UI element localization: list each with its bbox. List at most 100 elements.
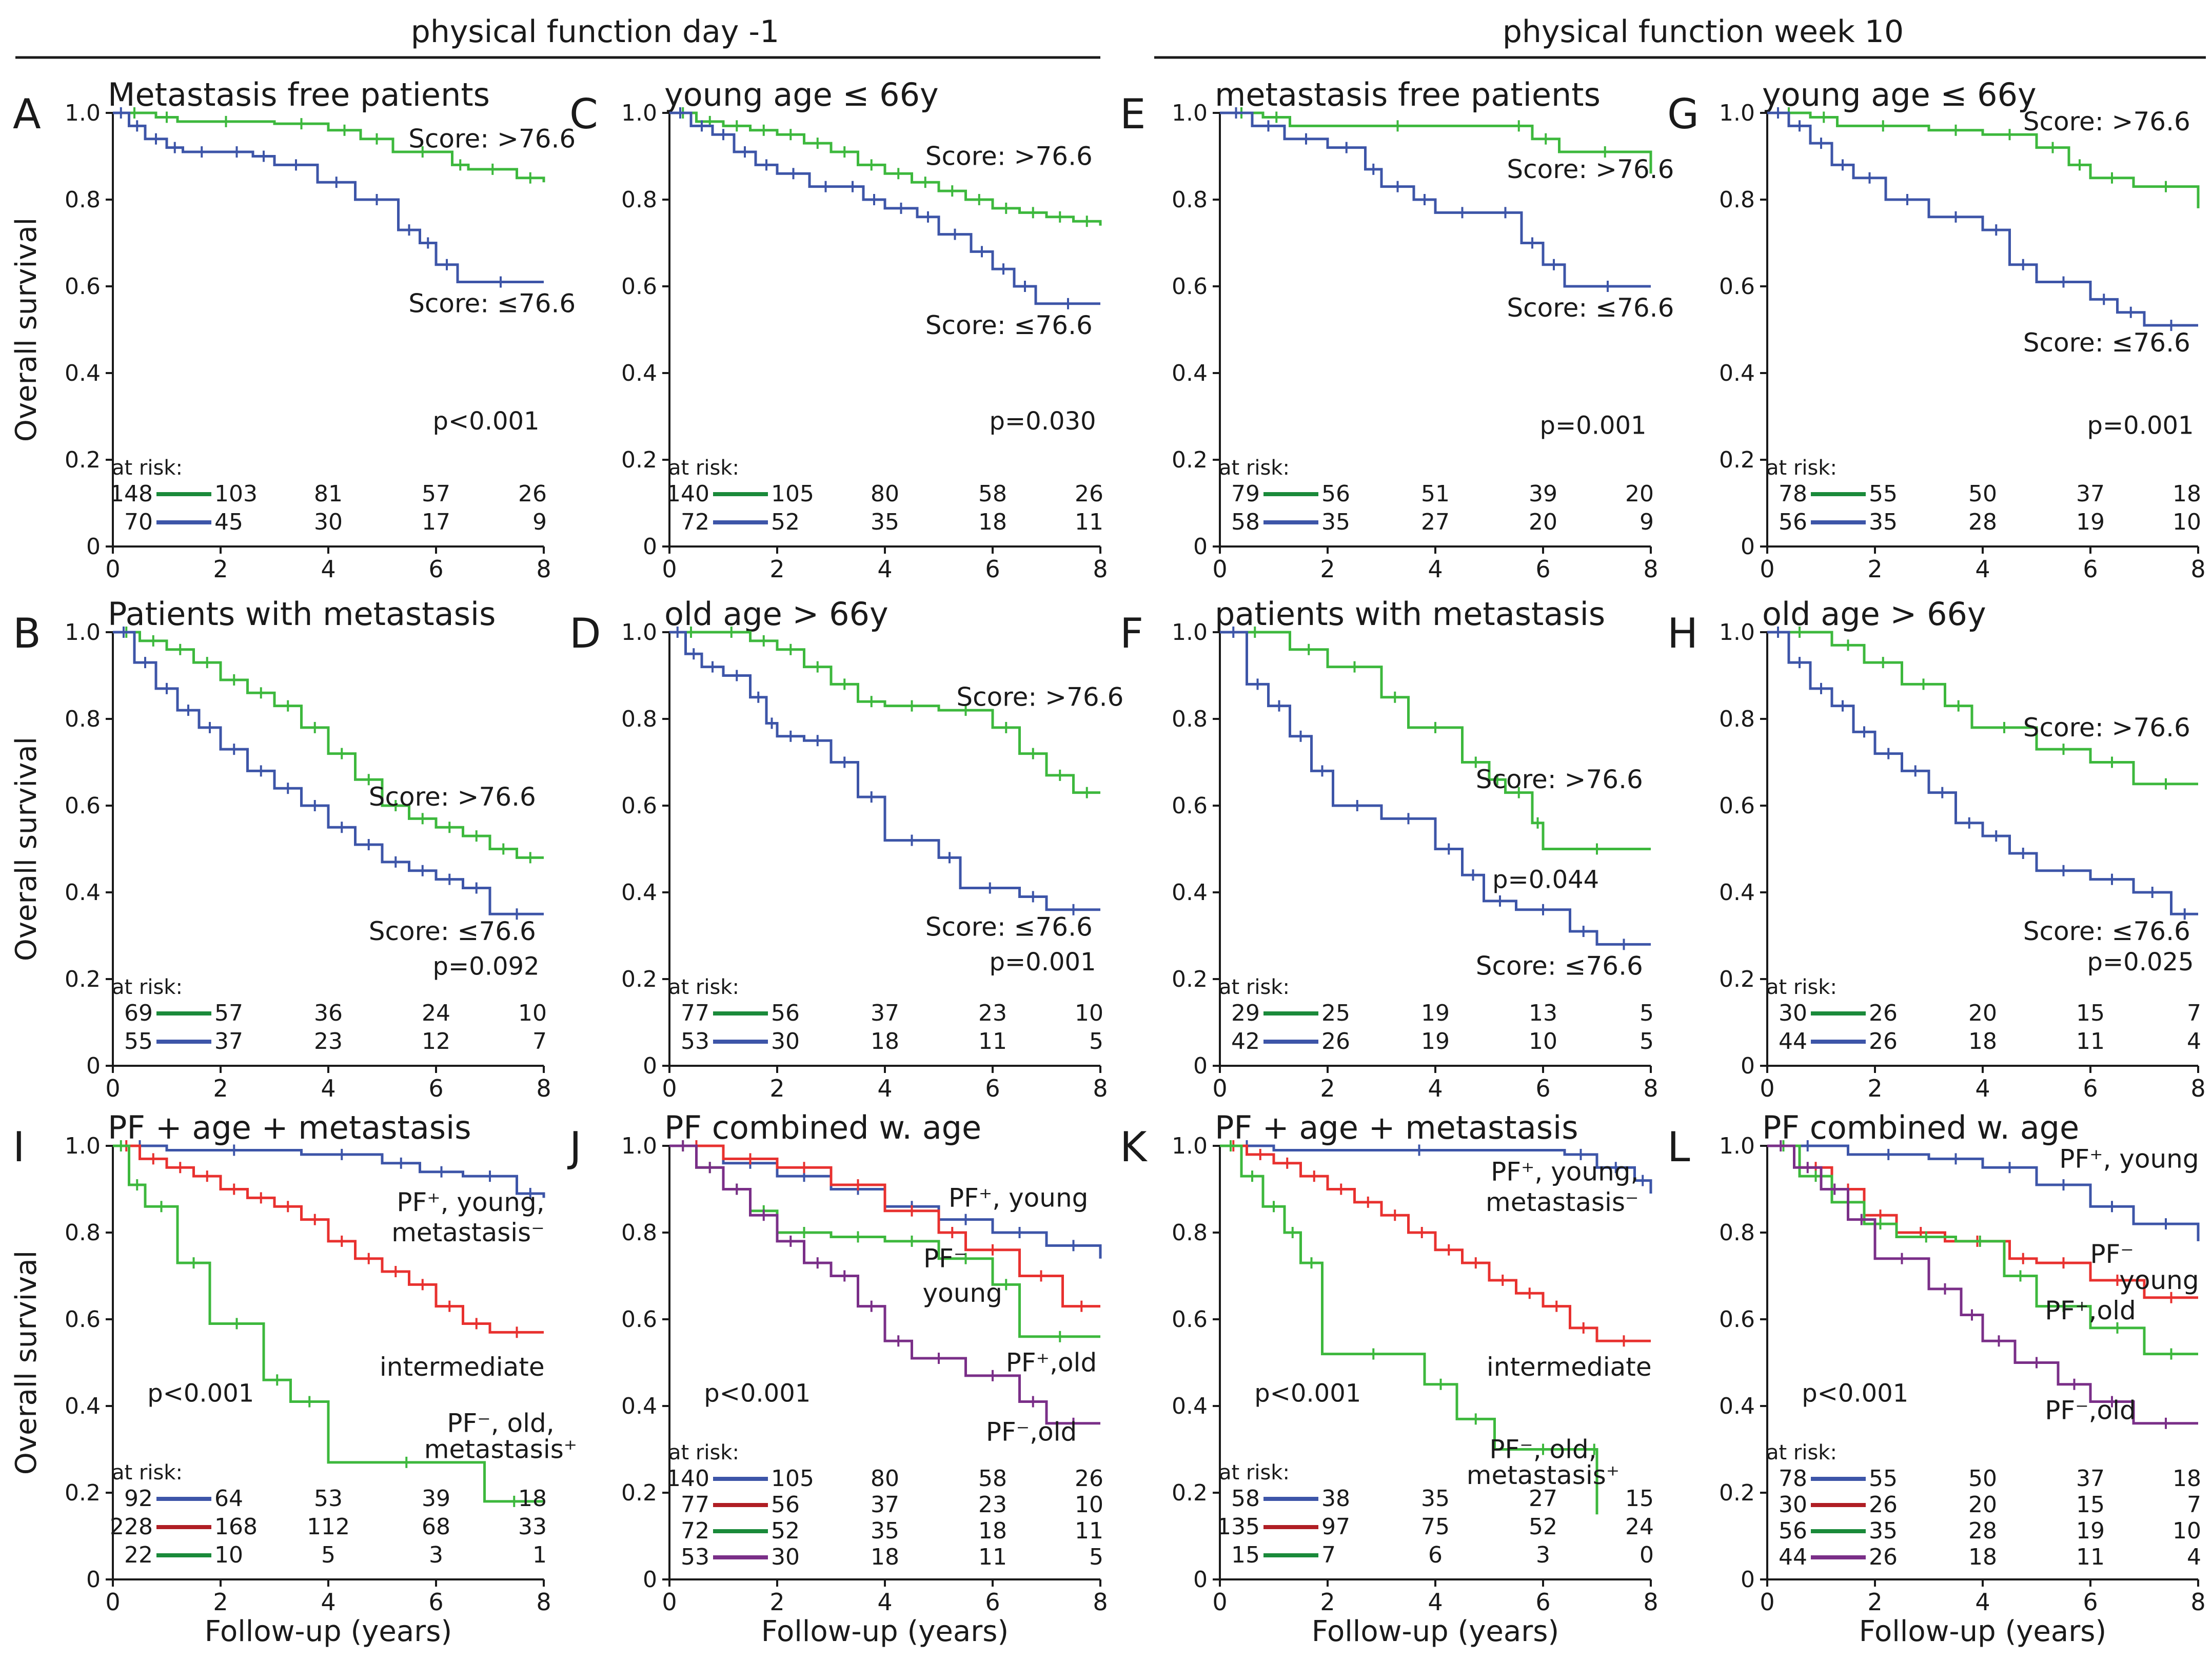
y-tick-label: 1.0 bbox=[1719, 1133, 1755, 1159]
y-tick-label: 0.8 bbox=[65, 1220, 101, 1246]
at-risk-count: 3 bbox=[1536, 1542, 1550, 1568]
panel-title: metastasis free patients bbox=[1215, 76, 1601, 113]
at-risk-count: 18 bbox=[518, 1486, 547, 1512]
y-tick-label: 0 bbox=[1741, 1053, 1755, 1079]
curve-label: PF⁻, old, bbox=[1489, 1434, 1596, 1464]
x-tick-label: 8 bbox=[536, 555, 551, 583]
curve-label: intermediate bbox=[380, 1352, 545, 1382]
curve-label: PF⁻,old bbox=[2045, 1395, 2136, 1425]
at-risk-label: at risk: bbox=[112, 975, 183, 999]
curve-label: Score: ≤76.6 bbox=[925, 912, 1093, 942]
curve-label: PF⁻,old bbox=[986, 1417, 1077, 1447]
at-risk-count: 7 bbox=[1321, 1542, 1336, 1568]
at-risk-count: 10 bbox=[214, 1542, 243, 1568]
y-axis-label: Overall survival bbox=[10, 737, 43, 961]
at-risk-count: 52 bbox=[771, 509, 800, 535]
at-risk-count: 18 bbox=[1968, 1544, 1997, 1570]
at-risk-count: 56 bbox=[771, 1492, 800, 1518]
curve-label: Score: ≤76.6 bbox=[925, 310, 1093, 340]
at-risk-label: at risk: bbox=[1219, 1461, 1290, 1485]
curve-label: Score: >76.6 bbox=[956, 682, 1123, 712]
y-tick-label: 1.0 bbox=[621, 619, 657, 646]
y-tick-label: 0.4 bbox=[621, 880, 657, 906]
panel-letter: H bbox=[1667, 610, 1698, 657]
panel-title: PF + age + metastasis bbox=[1215, 1109, 1578, 1146]
curve-label: PF⁺,old bbox=[1006, 1347, 1097, 1377]
curve-label: Score: ≤76.6 bbox=[408, 289, 576, 319]
y-tick-label: 0.6 bbox=[1719, 793, 1755, 819]
y-tick-label: 0.6 bbox=[65, 274, 101, 300]
y-tick-label: 0.4 bbox=[1719, 880, 1755, 906]
x-tick-label: 4 bbox=[877, 1075, 892, 1102]
at-risk-count: 26 bbox=[1321, 1028, 1350, 1054]
at-risk-count: 24 bbox=[422, 1000, 450, 1026]
y-tick-label: 0.2 bbox=[65, 966, 101, 992]
curve-label: young bbox=[923, 1278, 1002, 1308]
km-curve-green bbox=[669, 631, 1100, 794]
p-value: p=0.044 bbox=[1492, 866, 1599, 894]
at-risk-count: 37 bbox=[2076, 481, 2105, 507]
x-tick-label: 2 bbox=[769, 1588, 784, 1616]
at-risk-count: 18 bbox=[871, 1544, 899, 1570]
at-risk-count: 29 bbox=[1231, 1000, 1260, 1026]
at-risk-count: 23 bbox=[978, 1000, 1007, 1026]
curve-label: PF⁺, young bbox=[949, 1183, 1088, 1213]
p-value: p<0.001 bbox=[147, 1379, 254, 1408]
x-tick-label: 0 bbox=[1760, 1588, 1774, 1616]
y-tick-label: 1.0 bbox=[1172, 1133, 1208, 1159]
y-tick-label: 0.8 bbox=[65, 187, 101, 213]
at-risk-count: 20 bbox=[1625, 481, 1654, 507]
panel-title: old age > 66y bbox=[664, 595, 888, 633]
y-tick-label: 0.4 bbox=[65, 1393, 101, 1419]
y-tick-label: 0.2 bbox=[65, 447, 101, 473]
at-risk-count: 64 bbox=[214, 1486, 243, 1512]
km-curve-blue bbox=[1220, 1144, 1652, 1194]
at-risk-count: 20 bbox=[1968, 1492, 1997, 1518]
at-risk-count: 52 bbox=[1529, 1514, 1557, 1540]
at-risk-count: 140 bbox=[666, 1466, 709, 1492]
at-risk-count: 56 bbox=[1779, 1518, 1807, 1544]
x-tick-label: 6 bbox=[985, 1075, 1000, 1102]
y-tick-label: 0.8 bbox=[1719, 1220, 1755, 1246]
at-risk-count: 35 bbox=[871, 1518, 899, 1544]
y-tick-label: 0.2 bbox=[65, 1480, 101, 1506]
p-value: p=0.092 bbox=[432, 952, 539, 981]
at-risk-count: 10 bbox=[1075, 1000, 1103, 1026]
x-tick-label: 0 bbox=[1760, 555, 1774, 583]
x-tick-label: 2 bbox=[1320, 1075, 1335, 1102]
at-risk-count: 5 bbox=[1640, 1028, 1654, 1054]
y-tick-label: 0.8 bbox=[621, 706, 657, 732]
curve-label: PF⁺, young bbox=[2059, 1144, 2199, 1174]
at-risk-count: 58 bbox=[978, 1466, 1007, 1492]
at-risk-count: 24 bbox=[1625, 1514, 1654, 1540]
x-tick-label: 0 bbox=[662, 1075, 677, 1102]
y-tick-label: 0.2 bbox=[1172, 447, 1208, 473]
at-risk-count: 27 bbox=[1421, 509, 1450, 535]
y-tick-label: 0.6 bbox=[621, 274, 657, 300]
panel-j: J PF combined w. age 0 0.2 0.4 0.6 0.8 1.0 0 2 4 6 8… bbox=[567, 1109, 1108, 1648]
y-tick-label: 0.4 bbox=[65, 360, 101, 386]
p-value: p<0.001 bbox=[1802, 1379, 1908, 1408]
at-risk-count: 30 bbox=[1779, 1492, 1807, 1518]
at-risk-count: 26 bbox=[518, 481, 547, 507]
curve-label: metastasis⁺ bbox=[1467, 1460, 1620, 1490]
at-risk-count: 28 bbox=[1968, 1518, 1997, 1544]
at-risk-count: 52 bbox=[771, 1518, 800, 1544]
y-tick-label: 1.0 bbox=[621, 100, 657, 126]
x-tick-label: 0 bbox=[1212, 1588, 1227, 1616]
y-tick-label: 1.0 bbox=[1172, 619, 1208, 646]
at-risk-count: 7 bbox=[2187, 1492, 2201, 1518]
at-risk-count: 9 bbox=[532, 509, 547, 535]
at-risk-count: 20 bbox=[1968, 1000, 1997, 1026]
x-tick-label: 2 bbox=[1320, 1588, 1335, 1616]
at-risk-count: 112 bbox=[307, 1514, 350, 1540]
x-tick-label: 4 bbox=[1975, 555, 1990, 583]
y-tick-label: 0.6 bbox=[1172, 274, 1208, 300]
km-curve-green bbox=[1767, 111, 2200, 208]
at-risk-label: at risk: bbox=[668, 1441, 739, 1464]
curve-label: Score: >76.6 bbox=[2023, 107, 2190, 136]
x-tick-label: 2 bbox=[213, 555, 228, 583]
at-risk-count: 56 bbox=[771, 1000, 800, 1026]
at-risk-count: 11 bbox=[978, 1028, 1007, 1054]
